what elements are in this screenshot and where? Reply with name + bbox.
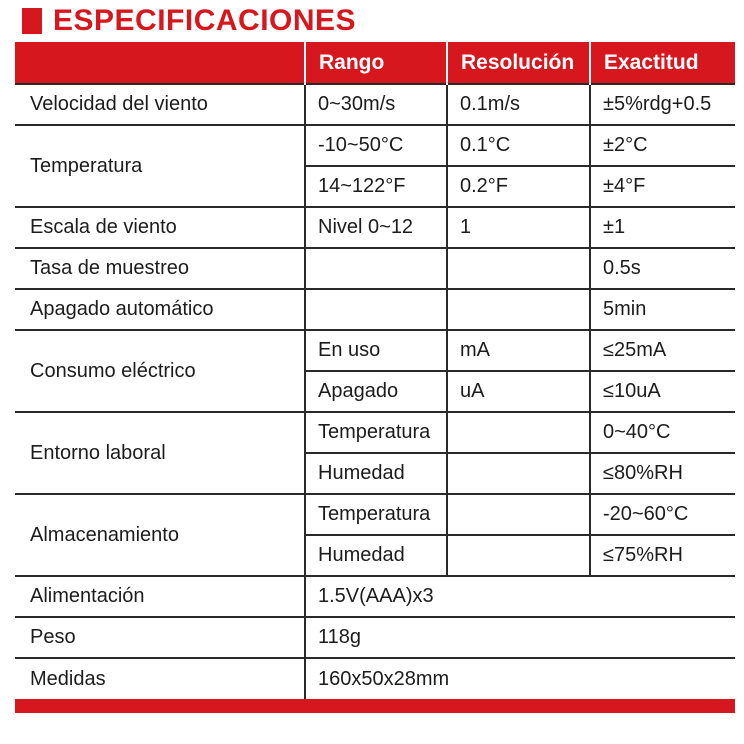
resolucion-cell: [446, 248, 590, 290]
spec-label: Medidas: [30, 667, 106, 690]
table-row: Entorno laboral Temperatura 0~40°C: [15, 412, 735, 495]
resolucion-cell: 1: [446, 207, 590, 249]
footer-red-bar: [15, 699, 735, 713]
value-cell: 160x50x28mm: [304, 658, 735, 699]
header-cell-empty: [15, 42, 305, 84]
table-row: Humedad ≤75%RH: [15, 535, 735, 577]
specifications-table: Rango Resolución Exactitud Velocidad del…: [15, 42, 735, 699]
spec-label: Tasa de muestreo: [15, 248, 305, 290]
rango-cell: Temperatura: [304, 412, 447, 454]
rango-cell: [304, 248, 447, 290]
exactitud-cell: ≤75%RH: [589, 535, 735, 577]
spec-label: Alimentación: [15, 576, 305, 618]
rango-cell: 0~30m/s: [304, 83, 447, 126]
resolucion-cell: [446, 453, 590, 495]
table-row: Medidas 160x50x28mm: [15, 658, 735, 699]
header-cell-exactitud: Exactitud: [589, 42, 735, 84]
exactitud-cell: ±1: [589, 207, 735, 249]
resolucion-cell: [446, 412, 590, 454]
exactitud-cell: ≤10uA: [589, 371, 735, 413]
table-row: Escala de viento Nivel 0~12 1 ±1: [15, 207, 735, 249]
resolucion-cell: 0.1°C: [446, 125, 590, 167]
rango-cell: En uso: [304, 330, 447, 372]
resolucion-cell: [446, 289, 590, 331]
page-title: ESPECIFICACIONES: [53, 4, 357, 37]
exactitud-cell: ±4°F: [589, 166, 735, 208]
spec-label: Escala de viento: [15, 207, 305, 249]
spec-label: Almacenamiento: [15, 494, 305, 577]
exactitud-cell: ≤25mA: [589, 330, 735, 372]
header-row: Rango Resolución Exactitud: [15, 42, 735, 84]
exactitud-cell: 0~40°C: [589, 412, 735, 454]
title-bullet-square: [22, 8, 42, 34]
resolucion-cell: 0.2°F: [446, 166, 590, 208]
exactitud-cell: ±2°C: [589, 125, 735, 167]
exactitud-cell: ≤80%RH: [589, 453, 735, 495]
header-cell-rango: Rango: [304, 42, 447, 84]
exactitud-cell: 5min: [589, 289, 735, 331]
table-row: Humedad ≤80%RH: [15, 453, 735, 495]
rango-cell: Nivel 0~12: [304, 207, 447, 249]
table-header: Rango Resolución Exactitud: [15, 42, 735, 84]
header-cell-resolucion: Resolución: [446, 42, 590, 84]
table-row: Apagado automático 5min: [15, 289, 735, 331]
spec-label: Entorno laboral: [15, 412, 305, 495]
resolucion-cell: [446, 535, 590, 577]
rango-cell: Humedad: [304, 453, 447, 495]
resolucion-cell: uA: [446, 371, 590, 413]
rango-cell: Temperatura: [304, 494, 447, 536]
spec-label: Velocidad del viento: [15, 83, 305, 126]
exactitud-cell: ±5%rdg+0.5: [589, 83, 735, 126]
exactitud-cell: 0.5s: [589, 248, 735, 290]
rango-cell: Apagado: [304, 371, 447, 413]
exactitud-cell: -20~60°C: [589, 494, 735, 536]
resolucion-cell: mA: [446, 330, 590, 372]
rango-cell: -10~50°C: [304, 125, 447, 167]
value-cell: 118g: [304, 617, 735, 659]
rango-cell: Humedad: [304, 535, 447, 577]
table-row: Consumo eléctrico En uso mA ≤25mA: [15, 330, 735, 413]
spec-label: Apagado automático: [15, 289, 305, 331]
table-row: Apagado uA ≤10uA: [15, 371, 735, 413]
table-row: 14~122°F 0.2°F ±4°F: [15, 166, 735, 208]
table-row: Temperatura -10~50°C 0.1°C ±2°C: [15, 125, 735, 208]
rango-cell: 14~122°F: [304, 166, 447, 208]
spec-label: Peso: [15, 617, 305, 659]
table-row: Almacenamiento Temperatura -20~60°C: [15, 494, 735, 577]
table-row: Velocidad del viento 0~30m/s 0.1m/s ±5%r…: [15, 83, 735, 126]
rango-cell: [304, 289, 447, 331]
table-row: Tasa de muestreo 0.5s: [15, 248, 735, 290]
table-row: Alimentación 1.5V(AAA)x3: [15, 576, 735, 618]
spec-label: Temperatura: [15, 125, 305, 208]
value-cell: 1.5V(AAA)x3: [304, 576, 735, 618]
table-row: Peso 118g: [15, 617, 735, 659]
resolucion-cell: [446, 494, 590, 536]
page-title-bar: ESPECIFICACIONES: [0, 0, 744, 42]
spec-label: Consumo eléctrico: [15, 330, 305, 413]
resolucion-cell: 0.1m/s: [446, 83, 590, 126]
